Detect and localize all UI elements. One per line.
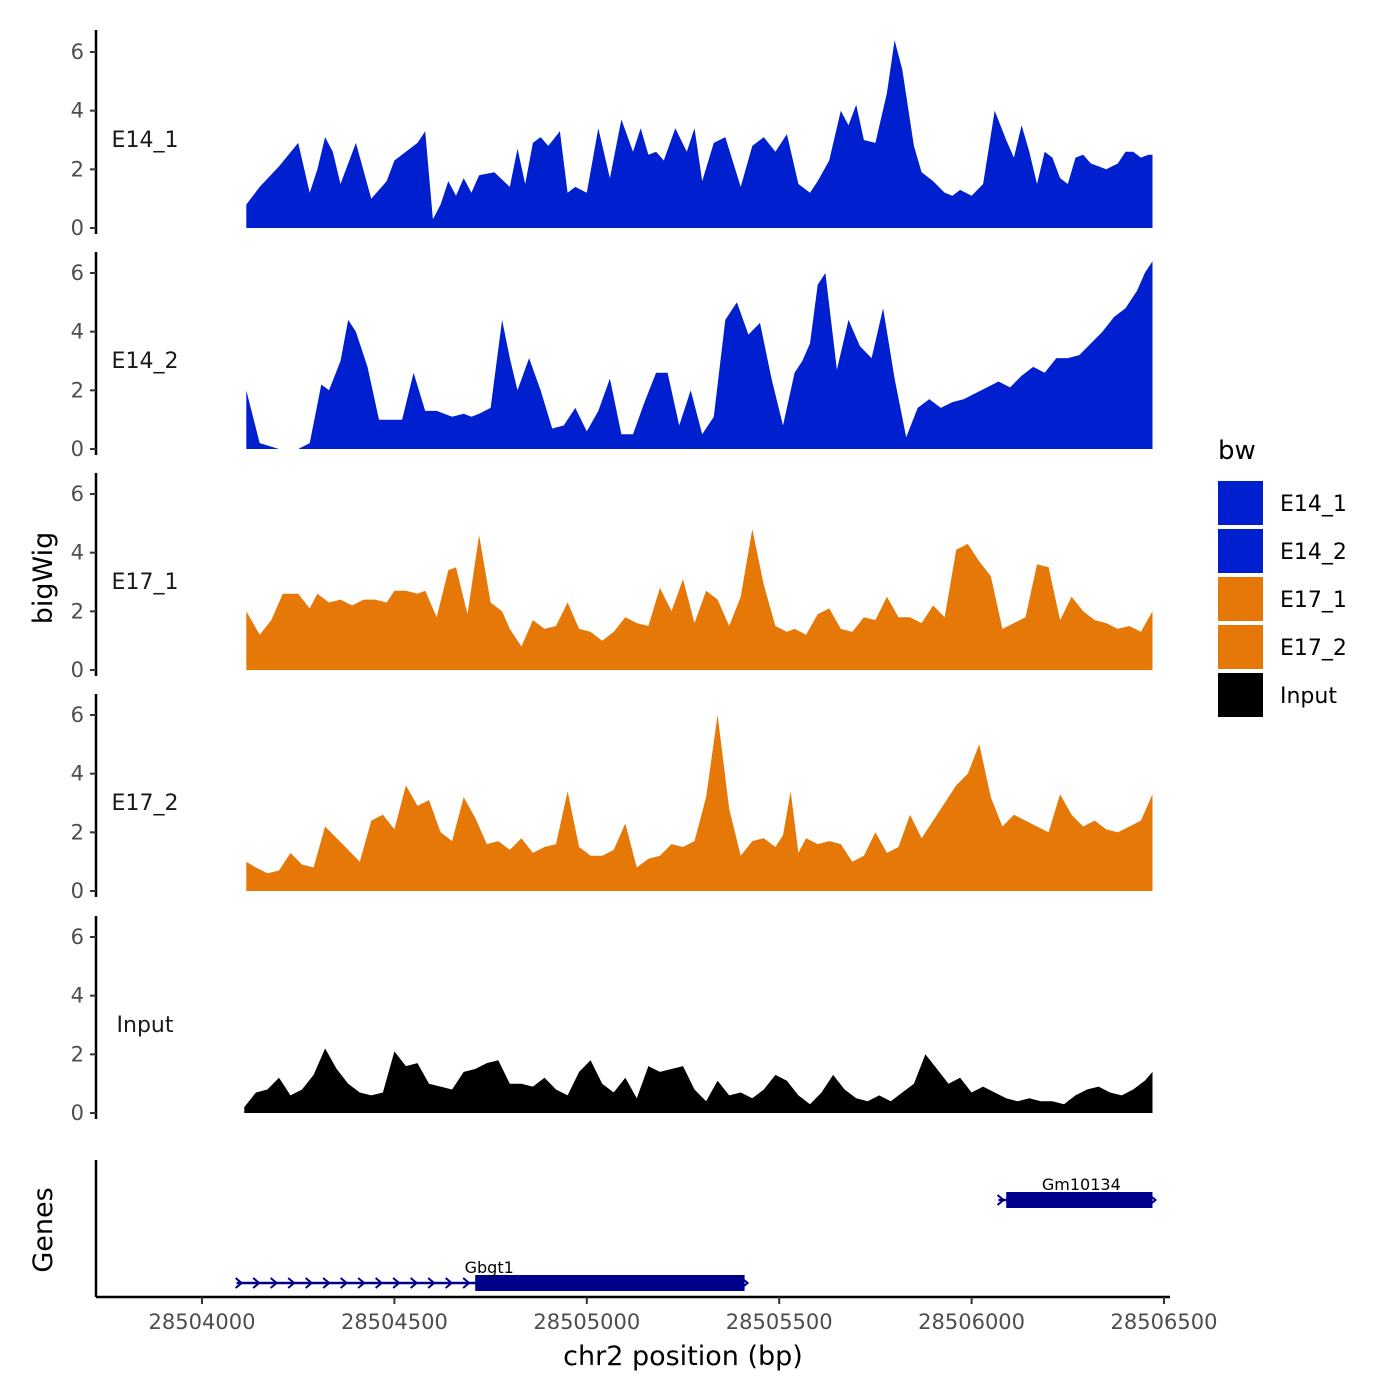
legend-swatch bbox=[1218, 577, 1263, 621]
gene-label: Gm10134 bbox=[1042, 1175, 1121, 1194]
track-label: Input bbox=[117, 1013, 174, 1038]
y-tick-label: 6 bbox=[71, 925, 84, 949]
track-label: E17_2 bbox=[112, 791, 179, 816]
strand-arrow bbox=[234, 1277, 244, 1289]
gene-exon-block bbox=[475, 1275, 745, 1291]
y-tick-label: 4 bbox=[71, 99, 84, 123]
coverage-area-E17_2 bbox=[246, 715, 1153, 891]
legend-label: E17_1 bbox=[1280, 588, 1347, 613]
y-tick-label: 2 bbox=[71, 378, 84, 402]
strand-arrow bbox=[269, 1277, 279, 1289]
y-tick-label: 6 bbox=[71, 482, 84, 506]
track-Input: 0 2 4 6 Input bbox=[71, 916, 1153, 1125]
x-tick-label: 28504500 bbox=[341, 1310, 448, 1334]
strand-arrow bbox=[996, 1194, 1006, 1206]
legend-swatch bbox=[1218, 481, 1263, 525]
track-E17_2: 0 2 4 6 E17_2 bbox=[71, 694, 1153, 903]
y-tick-label: 6 bbox=[71, 703, 84, 727]
y-tick-label: 2 bbox=[71, 1042, 84, 1066]
strand-arrow bbox=[304, 1277, 314, 1289]
x-tick-label: 28506500 bbox=[1111, 1310, 1218, 1334]
y-tick-label: 0 bbox=[71, 216, 84, 240]
y-tick-label: 6 bbox=[71, 261, 84, 285]
x-axis: 28504000 28504500 28505000 28505500 28506000… bbox=[96, 1295, 1218, 1334]
legend: bw E14_1 E14_2 E17_1 E17_2 Input bbox=[1218, 436, 1347, 717]
x-tick-label: 28506000 bbox=[918, 1310, 1025, 1334]
legend-label: Input bbox=[1280, 684, 1337, 709]
gene-Gbgt1: Gbgt1 bbox=[234, 1258, 750, 1291]
strand-arrow bbox=[287, 1277, 296, 1289]
y-tick-label: 2 bbox=[71, 157, 84, 181]
strand-arrow bbox=[357, 1277, 366, 1289]
strand-arrow bbox=[339, 1277, 349, 1289]
x-tick-label: 28504000 bbox=[149, 1310, 256, 1334]
y-tick-label: 4 bbox=[71, 984, 84, 1008]
strand-arrow bbox=[444, 1277, 454, 1289]
y-tick-label: 0 bbox=[71, 437, 84, 461]
coverage-area-E14_2 bbox=[246, 261, 1153, 449]
coverage-tracks: 0 2 4 6 E14_1 0 2 4 6 E14_2 0 2 4 6 E17_1 0 2 4 6 E17_2 0 2 4 6… bbox=[71, 30, 1153, 1125]
strand-arrow bbox=[322, 1277, 331, 1289]
legend-label: E17_2 bbox=[1280, 636, 1347, 661]
y-tick-label: 0 bbox=[71, 879, 84, 903]
legend-swatch bbox=[1218, 529, 1263, 573]
gene-exon-block bbox=[1006, 1192, 1153, 1208]
y-tick-label: 6 bbox=[71, 40, 84, 64]
gene-panel: Gbgt1 Gm10134 bbox=[94, 1160, 1158, 1297]
strand-arrow bbox=[374, 1277, 384, 1289]
y-axis-title: bigWig bbox=[28, 532, 59, 625]
track-label: E14_2 bbox=[112, 349, 179, 374]
y-tick-label: 4 bbox=[71, 762, 84, 786]
y-tick-label: 4 bbox=[71, 541, 84, 565]
coverage-area-E14_1 bbox=[246, 40, 1153, 228]
gene-panel-title: Genes bbox=[28, 1187, 59, 1272]
track-E17_1: 0 2 4 6 E17_1 bbox=[71, 473, 1153, 682]
track-label: E17_1 bbox=[112, 570, 179, 595]
y-tick-label: 0 bbox=[71, 658, 84, 682]
strand-arrow bbox=[427, 1277, 436, 1289]
y-tick-label: 4 bbox=[71, 320, 84, 344]
gene-label: Gbgt1 bbox=[465, 1258, 514, 1277]
strand-arrow bbox=[740, 1277, 750, 1289]
legend-swatch bbox=[1218, 673, 1263, 717]
y-tick-label: 2 bbox=[71, 599, 84, 623]
strand-arrow bbox=[392, 1277, 401, 1289]
x-axis-title: chr2 position (bp) bbox=[563, 1341, 803, 1372]
legend-label: E14_2 bbox=[1280, 540, 1347, 565]
x-tick-label: 28505000 bbox=[533, 1310, 640, 1334]
strand-arrow bbox=[462, 1277, 471, 1289]
gene-Gm10134: Gm10134 bbox=[996, 1175, 1158, 1208]
legend-label: E14_1 bbox=[1280, 492, 1347, 517]
coverage-area-E17_1 bbox=[246, 529, 1153, 670]
track-label: E14_1 bbox=[112, 128, 179, 153]
y-tick-label: 0 bbox=[71, 1101, 84, 1125]
strand-arrow bbox=[252, 1277, 261, 1289]
legend-title: bw bbox=[1218, 436, 1256, 466]
coverage-area-Input bbox=[244, 1048, 1153, 1113]
legend-swatch bbox=[1218, 625, 1263, 669]
y-tick-label: 2 bbox=[71, 820, 84, 844]
strand-arrow bbox=[1148, 1194, 1158, 1206]
strand-arrow bbox=[409, 1277, 419, 1289]
track-E14_2: 0 2 4 6 E14_2 bbox=[71, 252, 1153, 461]
track-E14_1: 0 2 4 6 E14_1 bbox=[71, 30, 1153, 240]
x-tick-label: 28505500 bbox=[726, 1310, 833, 1334]
